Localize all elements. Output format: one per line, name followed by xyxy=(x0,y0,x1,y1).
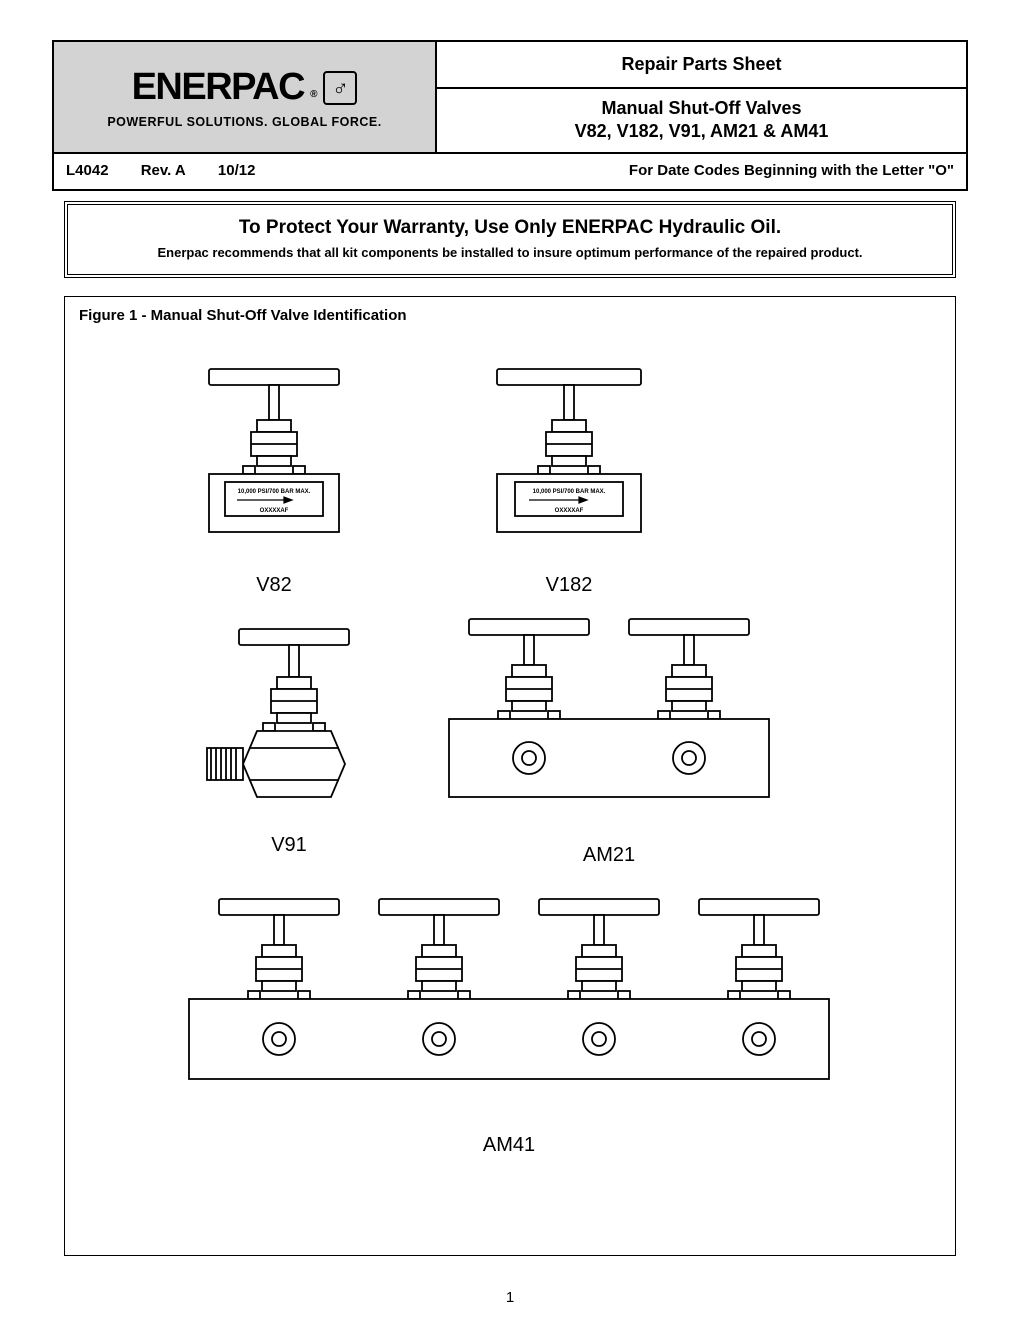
meta-row: L4042 Rev. A 10/12 For Date Codes Beginn… xyxy=(54,154,966,189)
product-title: Manual Shut-Off Valves V82, V182, V91, A… xyxy=(437,89,966,152)
valve-am41-label: AM41 xyxy=(483,1134,535,1157)
warranty-sub: Enerpac recommends that all kit componen… xyxy=(86,245,934,260)
doc-rev: Rev. A xyxy=(141,162,186,179)
brand-registered: ® xyxy=(310,89,317,100)
valve-area: 10,000 PSI/700 BAR MAX. OXXXXAF V82 xyxy=(79,324,941,1242)
valve-v182-label: V182 xyxy=(546,574,593,597)
sheet-type: Repair Parts Sheet xyxy=(437,42,966,89)
valve-v82: 10,000 PSI/700 BAR MAX. OXXXXAF V82 xyxy=(189,364,359,597)
brand-tagline: POWERFUL SOLUTIONS. GLOBAL FORCE. xyxy=(107,115,381,129)
valve-v82-icon: 10,000 PSI/700 BAR MAX. OXXXXAF xyxy=(189,364,359,564)
plate-line1: 10,000 PSI/700 BAR MAX. xyxy=(238,489,311,495)
valve-am41-icon xyxy=(169,894,849,1124)
figure-title: Figure 1 - Manual Shut-Off Valve Identif… xyxy=(79,307,941,324)
valve-am41: AM41 xyxy=(169,894,849,1157)
plate-line2-b: OXXXXAF xyxy=(555,508,584,514)
valve-v182: 10,000 PSI/700 BAR MAX. OXXXXAF V182 xyxy=(479,364,659,597)
warranty-box: To Protect Your Warranty, Use Only ENERP… xyxy=(64,201,956,278)
plate-line1-b: 10,000 PSI/700 BAR MAX. xyxy=(533,489,606,495)
valve-v91: V91 xyxy=(199,624,379,857)
header-block: ENERPAC ® ♂ POWERFUL SOLUTIONS. GLOBAL F… xyxy=(52,40,968,191)
meta-left: L4042 Rev. A 10/12 xyxy=(66,162,283,179)
doc-date: 10/12 xyxy=(218,162,256,179)
page-number: 1 xyxy=(506,1289,514,1306)
valve-am21-label: AM21 xyxy=(583,844,635,867)
figure-box: Figure 1 - Manual Shut-Off Valve Identif… xyxy=(64,296,956,1256)
valve-am21-icon xyxy=(429,614,789,834)
product-line-2: V82, V182, V91, AM21 & AM41 xyxy=(575,120,829,143)
valve-v91-icon xyxy=(199,624,379,824)
brand-icon: ♂ xyxy=(323,71,357,105)
valve-v82-label: V82 xyxy=(256,574,292,597)
product-line-1: Manual Shut-Off Valves xyxy=(601,97,801,120)
header-grid: ENERPAC ® ♂ POWERFUL SOLUTIONS. GLOBAL F… xyxy=(54,42,966,154)
date-code-note: For Date Codes Beginning with the Letter… xyxy=(629,162,954,179)
warranty-title: To Protect Your Warranty, Use Only ENERP… xyxy=(86,217,934,239)
doc-number: L4042 xyxy=(66,162,109,179)
valve-v91-label: V91 xyxy=(271,834,307,857)
valve-am21: AM21 xyxy=(429,614,789,867)
plate-line2: OXXXXAF xyxy=(260,508,289,514)
brand-name: ENERPAC xyxy=(132,66,305,109)
logo-cell: ENERPAC ® ♂ POWERFUL SOLUTIONS. GLOBAL F… xyxy=(54,42,437,152)
valve-v182-icon: 10,000 PSI/700 BAR MAX. OXXXXAF xyxy=(479,364,659,564)
title-cells: Repair Parts Sheet Manual Shut-Off Valve… xyxy=(437,42,966,152)
